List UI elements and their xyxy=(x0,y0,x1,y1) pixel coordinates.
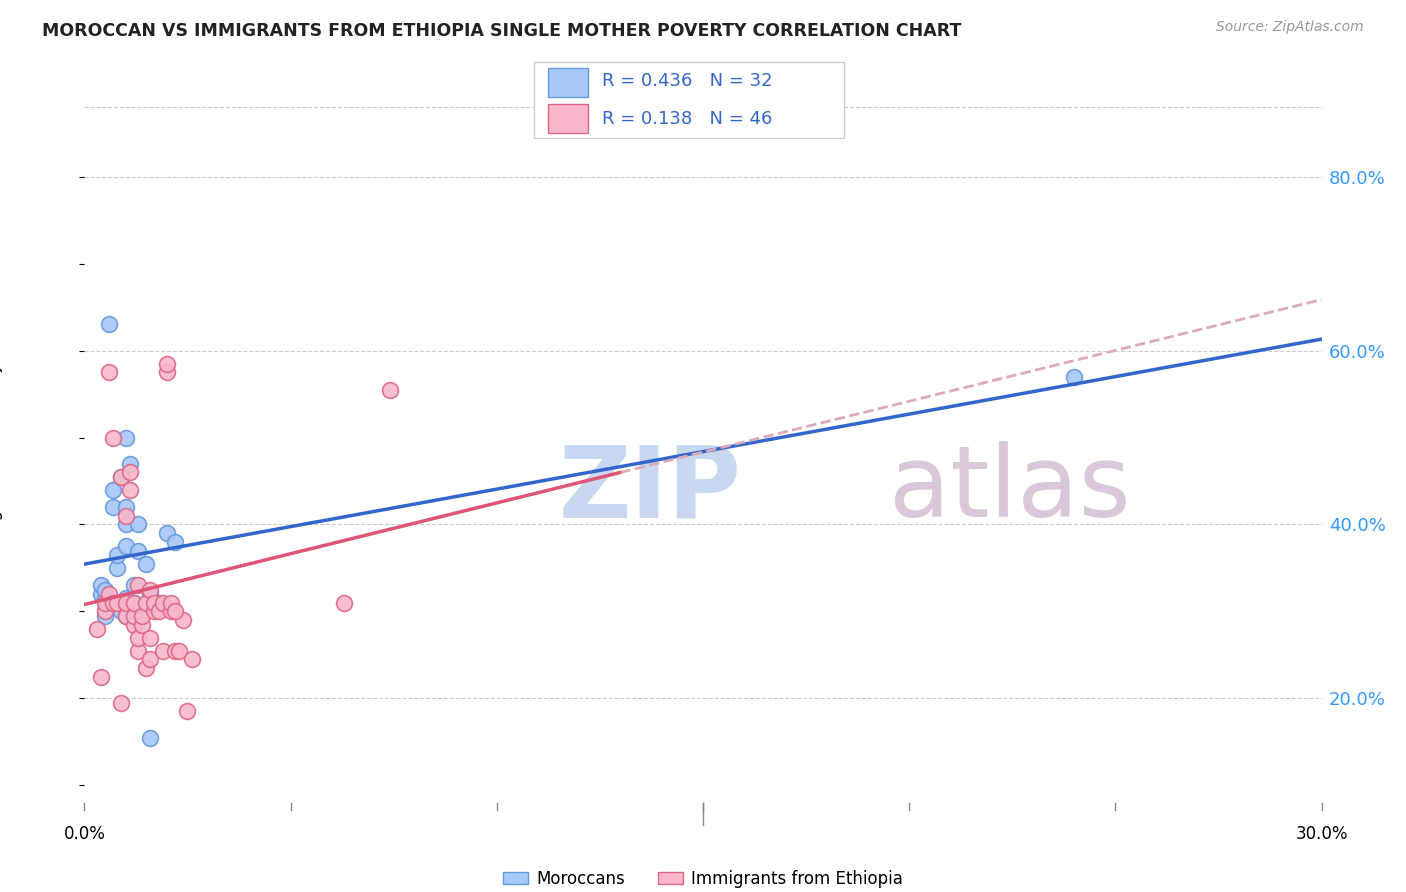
Point xyxy=(156,526,179,541)
Point xyxy=(139,587,162,601)
Point xyxy=(139,582,162,597)
Point xyxy=(105,561,128,575)
Point xyxy=(139,652,162,666)
Point xyxy=(94,591,117,606)
Text: Source: ZipAtlas.com: Source: ZipAtlas.com xyxy=(1216,20,1364,34)
Point xyxy=(114,596,136,610)
Point xyxy=(114,508,136,523)
Point xyxy=(114,517,136,532)
Point xyxy=(94,582,117,597)
Point xyxy=(98,587,121,601)
Point xyxy=(90,670,112,684)
Point xyxy=(127,578,149,592)
Point xyxy=(114,539,136,553)
Point xyxy=(110,469,132,483)
Text: atlas: atlas xyxy=(889,442,1130,538)
Point xyxy=(148,605,170,619)
Point xyxy=(139,631,162,645)
Point xyxy=(114,430,136,444)
Point xyxy=(143,596,166,610)
Point xyxy=(165,643,187,657)
Text: Single Mother Poverty: Single Mother Poverty xyxy=(0,363,3,547)
Point xyxy=(135,557,157,571)
Point xyxy=(122,617,145,632)
Point xyxy=(165,605,187,619)
Point xyxy=(160,605,183,619)
Point xyxy=(122,596,145,610)
Point xyxy=(152,643,174,657)
Point xyxy=(160,596,183,610)
Point xyxy=(122,608,145,623)
Point xyxy=(114,591,136,606)
Point xyxy=(105,548,128,562)
Point xyxy=(156,365,179,379)
Point xyxy=(176,705,198,719)
Point xyxy=(1063,369,1085,384)
Point xyxy=(333,596,356,610)
Text: 30.0%: 30.0% xyxy=(1295,824,1348,843)
Point xyxy=(180,652,202,666)
Point xyxy=(131,608,153,623)
Point xyxy=(139,731,162,745)
Point xyxy=(110,605,132,619)
Point xyxy=(118,457,141,471)
Point xyxy=(172,613,194,627)
Point xyxy=(94,596,117,610)
Legend: Moroccans, Immigrants from Ethiopia: Moroccans, Immigrants from Ethiopia xyxy=(496,863,910,892)
Point xyxy=(114,500,136,514)
Point xyxy=(103,500,125,514)
Point xyxy=(135,596,157,610)
Point xyxy=(156,357,179,371)
Point xyxy=(94,608,117,623)
Point xyxy=(148,596,170,610)
Text: R = 0.138   N = 46: R = 0.138 N = 46 xyxy=(602,111,772,128)
Point xyxy=(118,483,141,497)
Point xyxy=(378,383,401,397)
Point xyxy=(103,483,125,497)
Point xyxy=(167,643,190,657)
Point xyxy=(98,365,121,379)
Point xyxy=(90,578,112,592)
Point xyxy=(143,605,166,619)
Point xyxy=(131,617,153,632)
Point xyxy=(103,430,125,444)
Point xyxy=(110,469,132,483)
Point xyxy=(135,661,157,675)
Point xyxy=(114,600,136,615)
Point xyxy=(110,696,132,710)
Text: R = 0.436   N = 32: R = 0.436 N = 32 xyxy=(602,72,772,90)
Point xyxy=(122,578,145,592)
Point xyxy=(118,466,141,480)
Point xyxy=(127,517,149,532)
Text: MOROCCAN VS IMMIGRANTS FROM ETHIOPIA SINGLE MOTHER POVERTY CORRELATION CHART: MOROCCAN VS IMMIGRANTS FROM ETHIOPIA SIN… xyxy=(42,22,962,40)
Point xyxy=(94,596,117,610)
Point xyxy=(90,587,112,601)
Point xyxy=(94,605,117,619)
Point xyxy=(103,596,125,610)
Point xyxy=(114,608,136,623)
Point xyxy=(122,596,145,610)
Point xyxy=(127,631,149,645)
Point xyxy=(105,596,128,610)
Point xyxy=(114,608,136,623)
Point xyxy=(165,534,187,549)
Point xyxy=(127,643,149,657)
Point xyxy=(86,622,108,636)
Text: 0.0%: 0.0% xyxy=(63,824,105,843)
Text: ZIP: ZIP xyxy=(558,442,741,538)
Point xyxy=(127,543,149,558)
Point xyxy=(152,596,174,610)
Point xyxy=(98,318,121,332)
